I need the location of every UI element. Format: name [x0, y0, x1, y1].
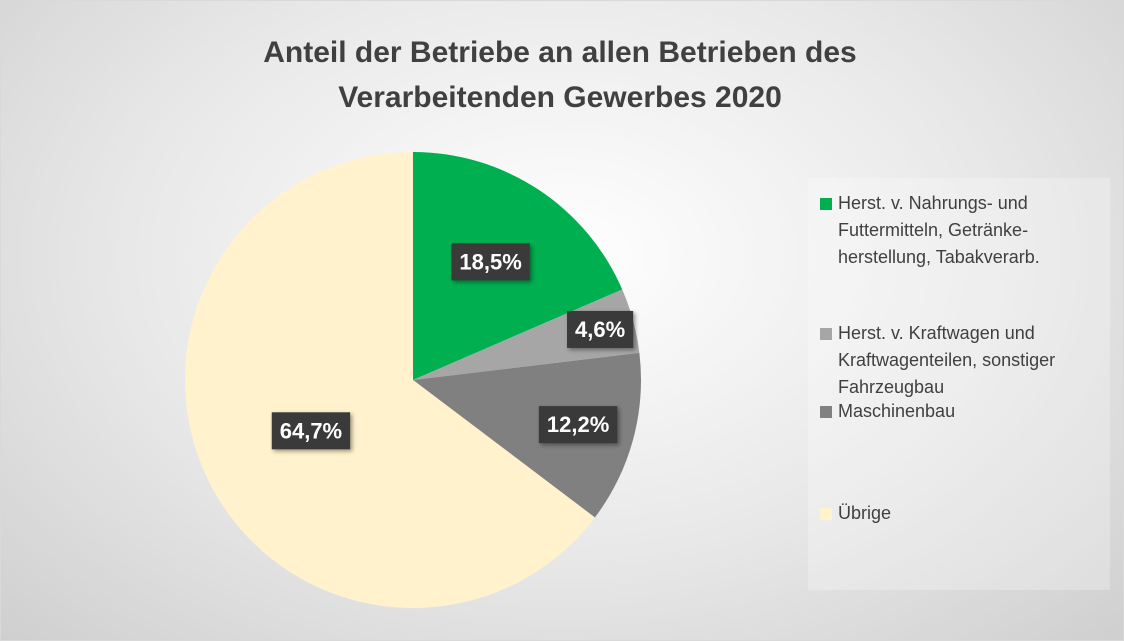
legend-label: Herst. v. Kraftwagen und Kraftwagenteile… — [838, 323, 1056, 397]
legend: Herst. v. Nahrungs- und Futtermitteln, G… — [808, 178, 1110, 590]
data-label-box — [538, 406, 618, 444]
legend-item: Herst. v. Kraftwagen und Kraftwagenteile… — [820, 320, 1106, 401]
legend-label: Maschinenbau — [838, 401, 956, 421]
data-label: 64,7% — [280, 418, 342, 443]
legend-swatch — [820, 198, 832, 210]
pie-slice — [185, 152, 595, 608]
legend-label: Herst. v. Nahrungs- und Futtermitteln, G… — [838, 193, 1040, 267]
data-label-group: 64,7% — [271, 412, 351, 450]
legend-swatch — [820, 508, 832, 520]
data-label: 4,6% — [575, 317, 625, 342]
data-label-group: 12,2% — [538, 406, 618, 444]
legend-item: Herst. v. Nahrungs- und Futtermitteln, G… — [820, 190, 1106, 271]
legend-item: Übrige — [820, 500, 1106, 527]
data-label-box — [271, 412, 351, 450]
data-label: 18,5% — [459, 249, 521, 274]
data-label-box — [451, 243, 530, 281]
data-label-box — [567, 310, 634, 348]
legend-label: Übrige — [838, 503, 892, 523]
data-label-group: 18,5% — [451, 243, 530, 281]
data-label-group: 4,6% — [567, 310, 634, 348]
chart-title: Anteil der Betriebe an allen Betrieben d… — [263, 36, 857, 114]
legend-swatch — [820, 406, 832, 418]
data-label: 12,2% — [547, 412, 609, 437]
pie-slice — [413, 352, 641, 518]
legend-item: Maschinenbau — [820, 398, 1106, 425]
legend-swatch — [820, 328, 832, 340]
